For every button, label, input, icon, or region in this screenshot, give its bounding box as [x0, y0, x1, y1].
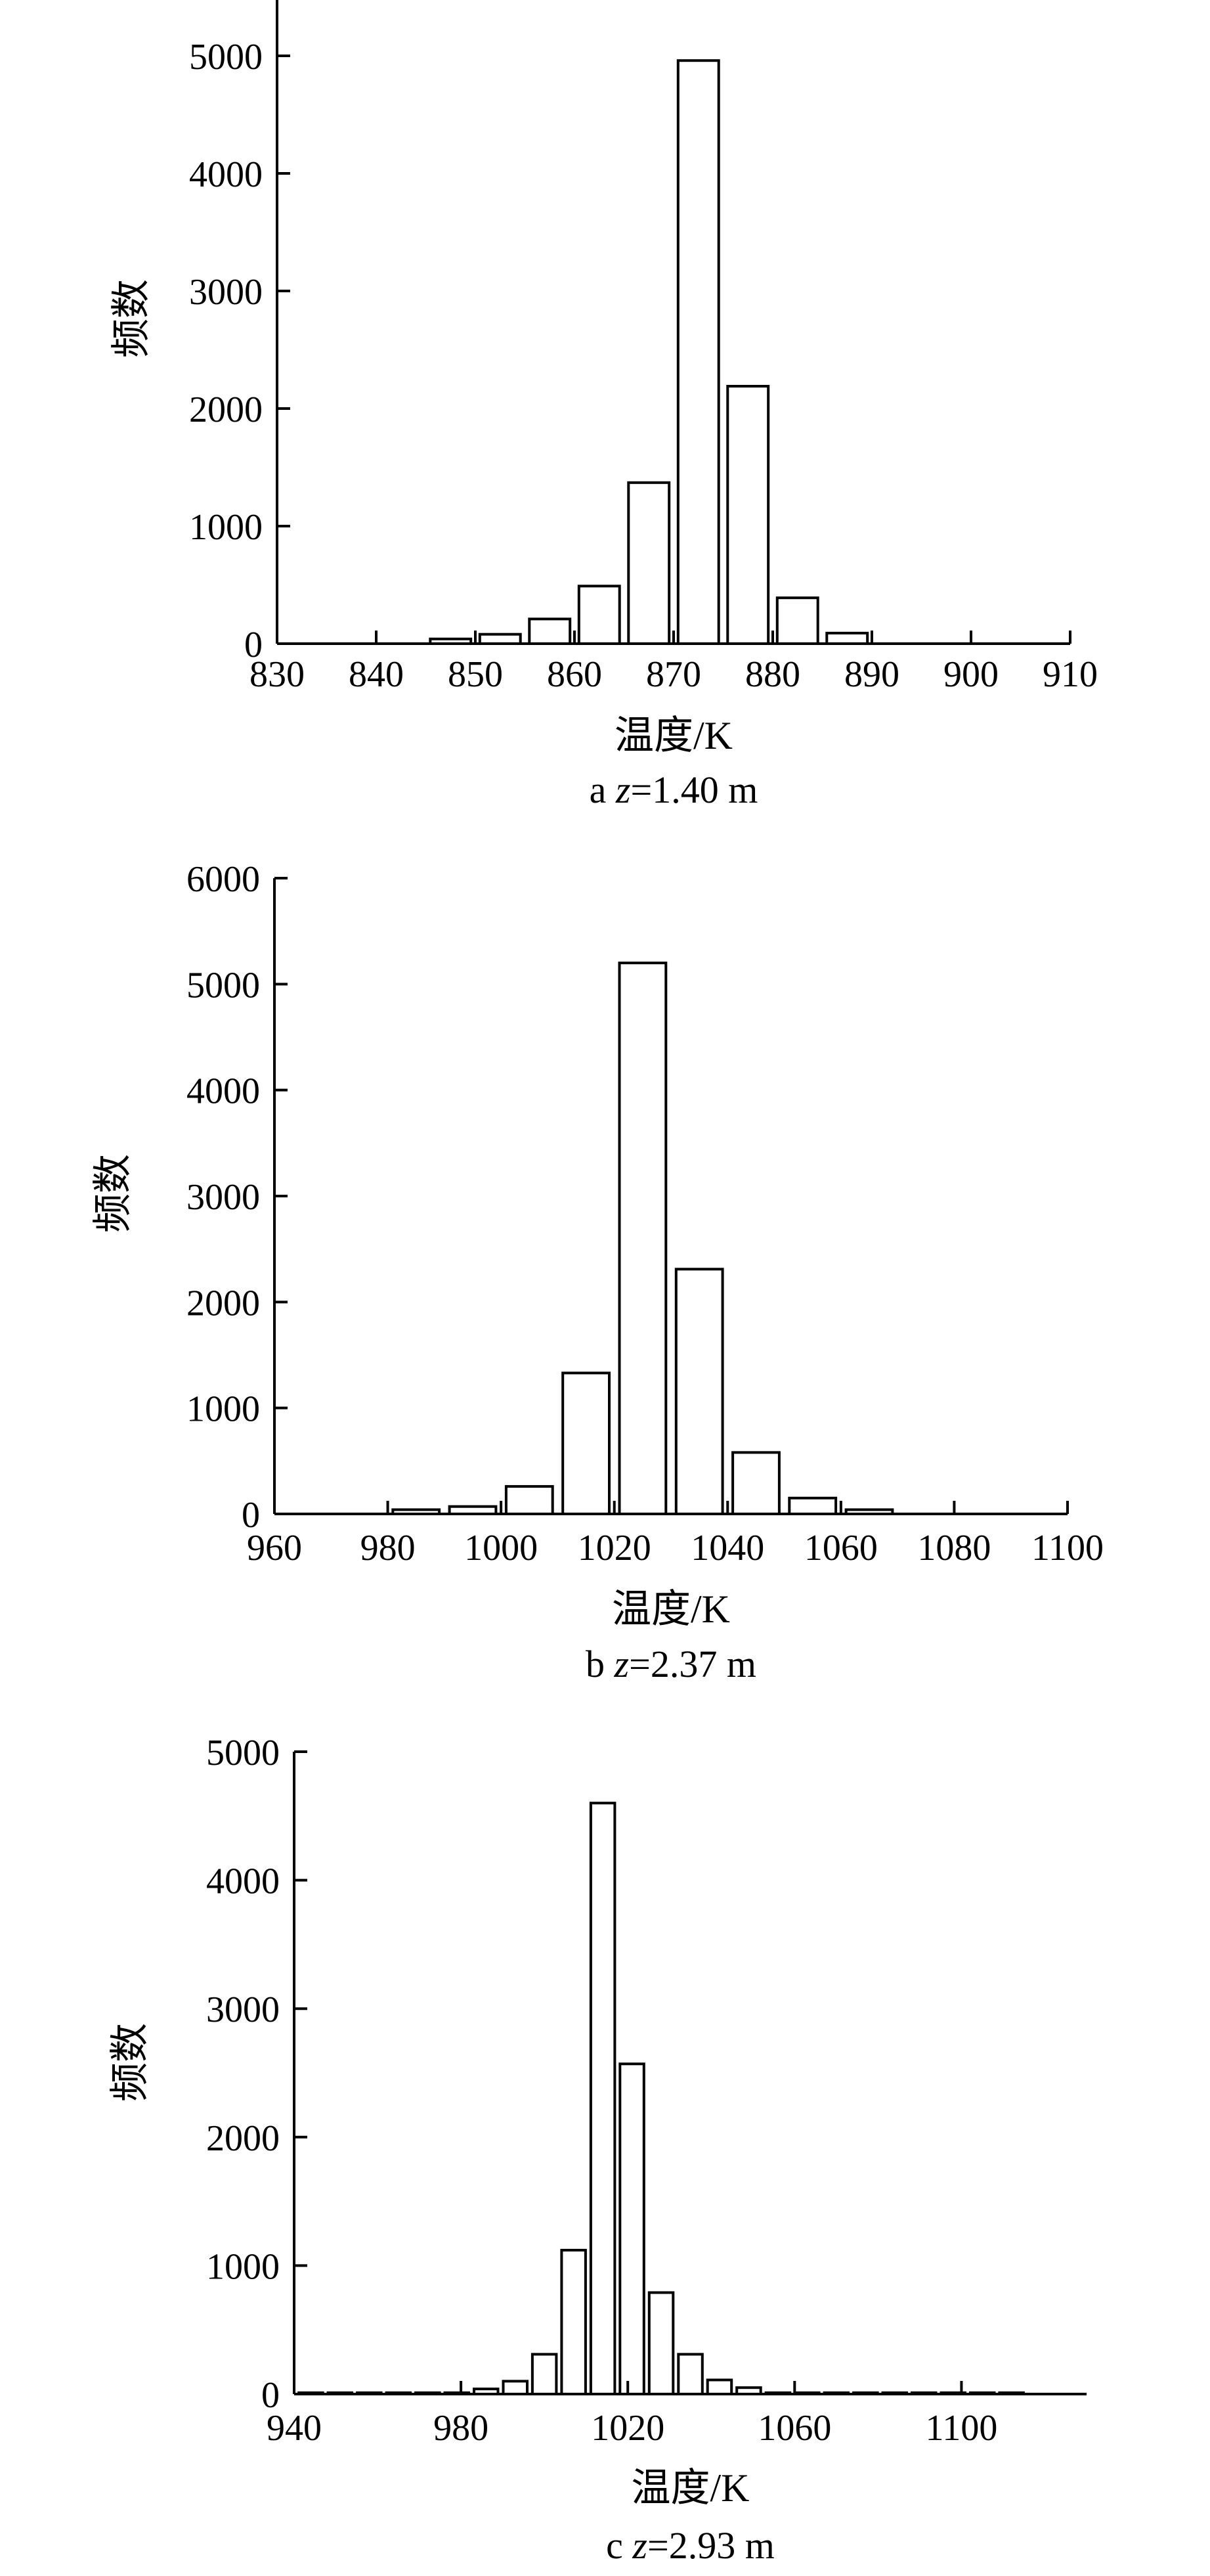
y-tick-label: 1000	[206, 2246, 280, 2287]
histogram-bar	[788, 1496, 838, 1516]
y-tick-label: 5000	[206, 1733, 280, 1773]
chart-caption: c z=2.93 m	[606, 2524, 775, 2567]
histogram-bar	[647, 2291, 675, 2395]
histogram-bar	[502, 2380, 529, 2395]
x-tick-label: 940	[267, 2408, 322, 2449]
y-tick-label: 6000	[186, 859, 260, 900]
y-axis-label: 频数	[108, 2023, 152, 2102]
chart-caption: b z=2.37 m	[586, 1643, 756, 1685]
histogram-bar	[677, 2353, 704, 2395]
histogram-bar	[561, 1371, 611, 1515]
x-tick-label: 1060	[804, 1528, 878, 1568]
caption-letter: a	[590, 768, 616, 811]
x-tick-label: 830	[249, 654, 305, 695]
chart-caption: a z=1.40 m	[590, 768, 758, 811]
y-tick-label: 1000	[189, 507, 263, 548]
x-tick-label: 980	[433, 2408, 488, 2449]
histogram-bar	[577, 585, 621, 645]
histogram-bar	[589, 1802, 616, 2395]
y-tick-label: 3000	[206, 1989, 280, 2030]
x-tick-label: 850	[448, 654, 503, 695]
caption-letter: b	[586, 1643, 615, 1685]
histogram-bar	[726, 385, 770, 645]
y-tick-label: 0	[242, 1495, 260, 1536]
y-tick-label: 2000	[186, 1283, 260, 1323]
y-tick-label: 0	[244, 625, 263, 665]
chart-panel-a: 0 1000 2000 3000 4000 5000 830 840 850 860 870 880 8…	[110, 0, 1098, 811]
x-tick-label: 1060	[758, 2408, 831, 2449]
histogram-bar	[560, 2248, 587, 2395]
histogram-bar	[618, 2062, 645, 2396]
histogram-bar	[674, 1268, 724, 1516]
y-axis-label: 频数	[91, 1154, 135, 1233]
histogram-bar	[825, 631, 869, 646]
histogram-bar	[478, 633, 522, 646]
x-tick-label: 840	[349, 654, 404, 695]
x-axis-label: 温度/K	[615, 714, 733, 757]
histogram-bar	[504, 1485, 554, 1516]
caption-variable: z	[615, 768, 631, 811]
y-tick-label: 4000	[189, 154, 263, 195]
y-tick-label: 0	[261, 2375, 280, 2416]
x-tick-label: 1100	[925, 2408, 997, 2449]
histogram-bar	[775, 596, 819, 646]
x-tick-label: 960	[247, 1528, 302, 1568]
x-tick-label: 1000	[464, 1528, 538, 1568]
x-tick-label: 1020	[578, 1528, 651, 1568]
x-axis-label: 温度/K	[612, 1588, 730, 1631]
y-tick-label: 3000	[186, 1177, 260, 1218]
x-tick-label: 1020	[591, 2408, 664, 2449]
chart-panel-b: 0 1000 2000 3000 4000 5000 6000 960 980 1000 1020 1…	[91, 859, 1104, 1685]
histogram-bar	[530, 2353, 558, 2395]
y-tick-label: 4000	[206, 1861, 280, 1902]
y-tick-label: 1000	[186, 1389, 260, 1430]
x-axis-label: 温度/K	[632, 2466, 750, 2510]
histogram-bar	[627, 481, 671, 645]
caption-variable: z	[614, 1643, 630, 1685]
x-tick-label: 1100	[1031, 1528, 1104, 1568]
histogram-bar	[676, 59, 720, 645]
x-tick-label: 890	[844, 654, 899, 695]
x-tick-label: 1040	[691, 1528, 764, 1568]
x-tick-label: 1080	[917, 1528, 991, 1568]
y-tick-label: 2000	[206, 2118, 280, 2159]
x-tick-label: 980	[360, 1528, 416, 1568]
y-tick-label: 3000	[189, 272, 263, 313]
y-tick-label: 4000	[186, 1071, 260, 1112]
chart-panel-c: 0 1000 2000 3000 4000 5000 940 980 1020 1060 1100 频…	[108, 1733, 1087, 2567]
caption-letter: c	[606, 2524, 632, 2567]
caption-variable: z	[632, 2524, 647, 2567]
caption-value: =2.37 m	[629, 1643, 756, 1685]
histogram-bar	[706, 2378, 733, 2395]
histogram-bar	[731, 1451, 781, 1515]
x-tick-label: 900	[943, 654, 999, 695]
caption-value: =2.93 m	[647, 2524, 775, 2567]
y-tick-label: 5000	[189, 37, 263, 78]
x-tick-label: 910	[1043, 654, 1098, 695]
x-tick-label: 860	[547, 654, 602, 695]
histogram-bar	[528, 617, 572, 646]
x-tick-label: 870	[646, 654, 701, 695]
x-tick-label: 880	[745, 654, 800, 695]
y-tick-label: 5000	[186, 965, 260, 1006]
y-axis-label: 频数	[110, 279, 153, 358]
y-tick-label: 2000	[189, 389, 263, 430]
histogram-bar	[618, 962, 668, 1515]
caption-value: =1.40 m	[631, 768, 758, 811]
